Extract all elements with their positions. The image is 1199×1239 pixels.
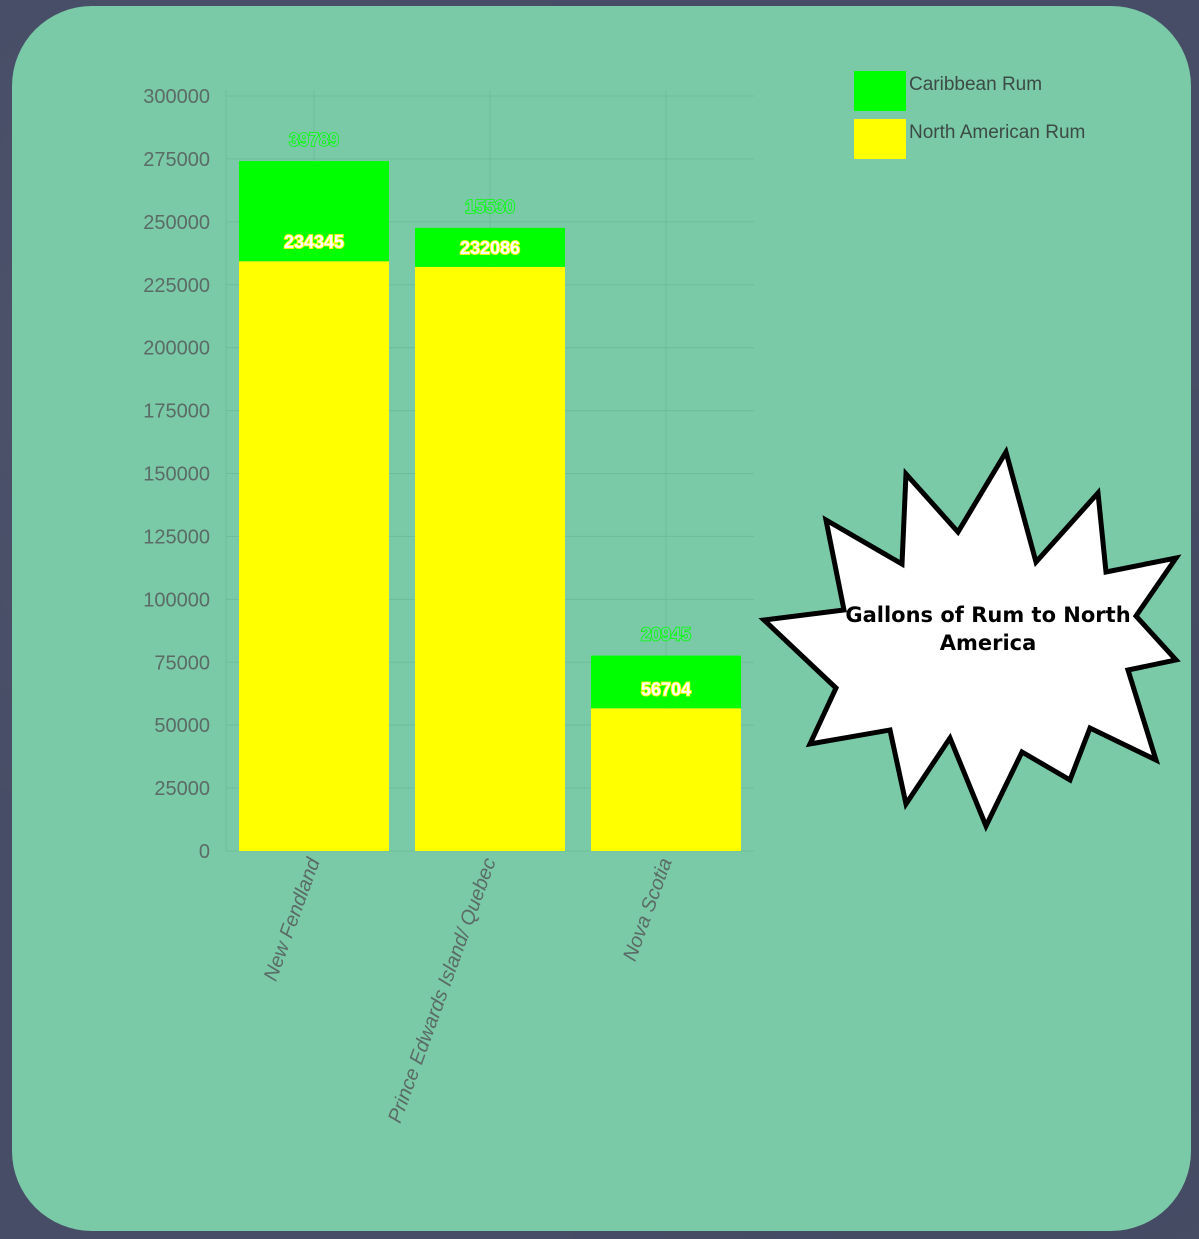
x-tick-label: Nova Scotia — [619, 855, 677, 964]
chart-card: 234345 39789 232086 15530 56704 20945 0 25000 5… — [12, 6, 1191, 1231]
data-label: 232086 — [460, 238, 520, 258]
data-labels: 234345 39789 232086 15530 56704 20945 — [283, 129, 692, 700]
bar-north-american — [415, 266, 565, 852]
chart-title-line: Gallons of Rum to North — [845, 603, 1130, 627]
data-label: 56704 — [641, 679, 691, 699]
legend-label: Caribbean Rum — [909, 74, 1042, 95]
y-tick-label: 225000 — [143, 275, 210, 297]
axes: 0 25000 50000 75000 100000 125000 150000 175000… — [143, 86, 676, 1126]
x-tick-label: New Fendland — [260, 854, 325, 984]
y-tick-label: 175000 — [143, 401, 210, 423]
y-tick-label: 150000 — [143, 464, 210, 486]
y-tick-label: 0 — [199, 841, 210, 863]
burst-shape — [758, 445, 1182, 833]
bar-caribbean — [591, 655, 741, 709]
y-tick-label: 125000 — [143, 526, 210, 548]
y-tick-label: 275000 — [143, 149, 210, 171]
x-tick-label: Prince Edwards Island/ Quebec — [384, 855, 500, 1126]
legend-swatch — [854, 119, 906, 159]
rum-chart: 234345 39789 232086 15530 56704 20945 0 25000 5… — [143, 71, 1182, 1126]
data-label: 234345 — [284, 232, 344, 252]
chart-title: Gallons of Rum to North America — [845, 603, 1130, 655]
y-tick-label: 25000 — [154, 778, 210, 800]
legend-swatch — [854, 71, 906, 111]
y-tick-label: 50000 — [154, 715, 210, 737]
title-burst: Gallons of Rum to North America — [758, 445, 1182, 833]
data-label: 20945 — [641, 625, 691, 645]
bar-caribbean — [239, 161, 389, 262]
y-tick-label: 250000 — [143, 212, 210, 234]
y-tick-label: 75000 — [154, 652, 210, 674]
bar-caribbean — [415, 227, 565, 267]
bar-north-american — [239, 261, 389, 851]
data-label: 39789 — [289, 130, 339, 150]
y-tick-label: 300000 — [143, 86, 210, 108]
bars — [239, 161, 741, 852]
legend: Caribbean Rum North American Rum — [854, 71, 1085, 159]
chart-title-line: America — [940, 631, 1037, 655]
bar-north-american — [591, 708, 741, 851]
y-tick-label: 200000 — [143, 338, 210, 360]
legend-label: North American Rum — [909, 122, 1085, 143]
y-tick-label: 100000 — [143, 589, 210, 611]
data-label: 15530 — [465, 197, 515, 217]
